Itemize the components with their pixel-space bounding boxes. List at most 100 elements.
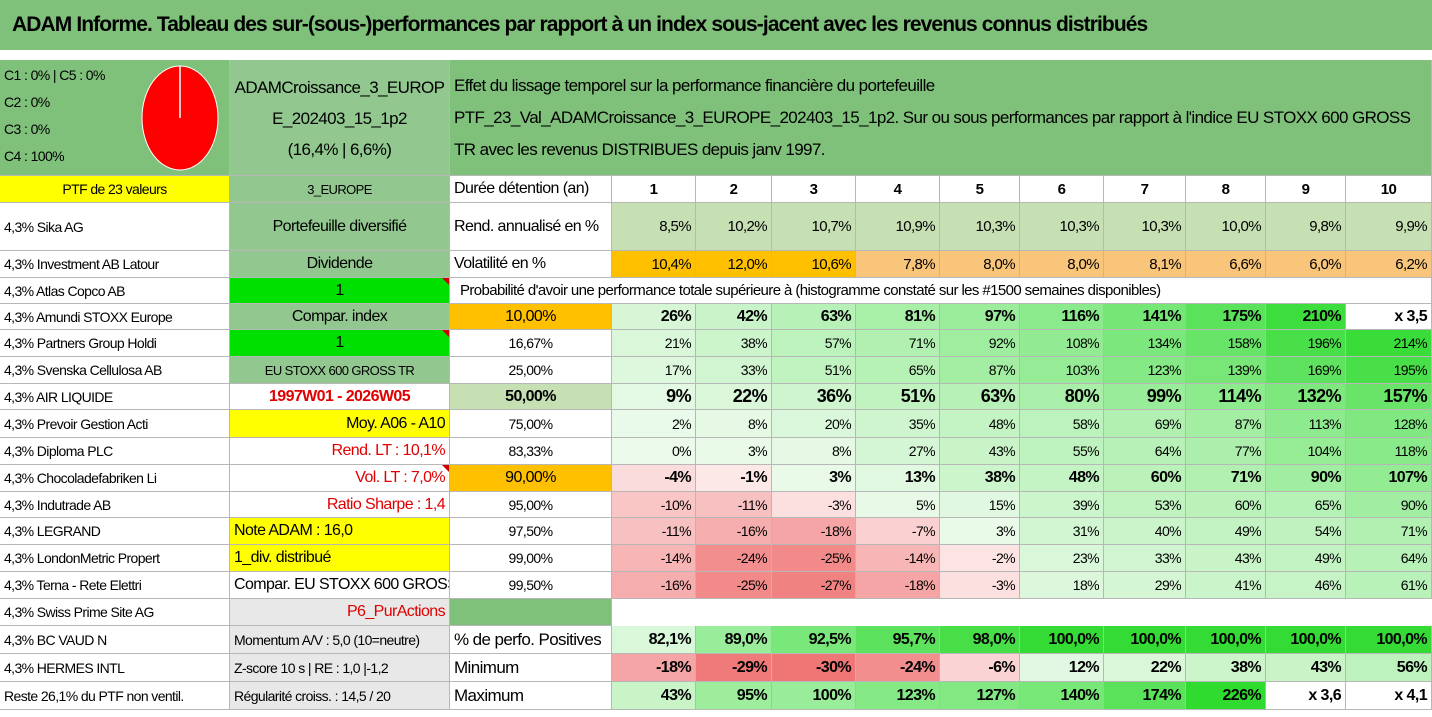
quantile-value: 35% (856, 410, 940, 438)
quantile-value: 108% (1020, 330, 1104, 357)
quantile-value: -14% (856, 545, 940, 572)
info-cell: Ratio Sharpe : 1,4 (230, 492, 450, 518)
quantile-value: 29% (1104, 572, 1186, 599)
years-label: Durée détention (an) (450, 176, 612, 203)
quantile-value: 63% (772, 304, 856, 330)
max-value: 123% (856, 682, 940, 710)
holding-row: 4,3% Partners Group Holdi (0, 330, 230, 357)
vol-label: Volatilité en % (450, 251, 612, 278)
report-title: ADAM Informe. Tableau des sur-(sous-)per… (0, 0, 1432, 54)
quantile-value: -7% (856, 518, 940, 545)
rend-value: 8,5% (612, 203, 696, 251)
rend-value: 10,0% (1186, 203, 1266, 251)
quantile-value: 64% (1104, 438, 1186, 465)
quantile-value: 2% (612, 410, 696, 438)
quantile-value: 13% (856, 465, 940, 492)
quantile-value: 196% (1266, 330, 1346, 357)
quantile-value: 0% (612, 438, 696, 465)
rend-value: 10,2% (696, 203, 772, 251)
quantile-value: 40% (1104, 518, 1186, 545)
quantile-value: 23% (1020, 545, 1104, 572)
pie-legend-line: C4 : 100% (4, 148, 65, 164)
pos-value: 82,1% (612, 626, 696, 654)
quantile-value: -4% (612, 465, 696, 492)
quantile-value: 20% (772, 410, 856, 438)
holding-row: 4,3% Svenska Cellulosa AB (0, 357, 230, 384)
quantile-value: 210% (1266, 304, 1346, 330)
quantile-value: 3% (772, 465, 856, 492)
year-header: 4 (856, 176, 940, 203)
quantile-value: 43% (1186, 545, 1266, 572)
quantile-value: 49% (1186, 518, 1266, 545)
portfolio-description-line: PTF_23_Val_ADAMCroissance_3_EUROPE_20240… (454, 108, 1411, 127)
quantile-value: 69% (1104, 410, 1186, 438)
quantile-value: 39% (1020, 492, 1104, 518)
quantile-value: 134% (1104, 330, 1186, 357)
pos-value: 98,0% (940, 626, 1020, 654)
vol-value: 10,4% (612, 251, 696, 278)
quantile-value: 53% (1104, 492, 1186, 518)
quantile-value: 90% (1346, 492, 1432, 518)
pos-value: 95,7% (856, 626, 940, 654)
quantile-value: 54% (1266, 518, 1346, 545)
quantile-label: 75,00% (450, 410, 612, 438)
quantile-label: 50,00% (450, 384, 612, 410)
pos-value: 100,0% (1020, 626, 1104, 654)
quantile-value: 90% (1266, 465, 1346, 492)
quantile-value: 195% (1346, 357, 1432, 384)
quantile-value: 97% (940, 304, 1020, 330)
holding-row: 4,3% Atlas Copco AB (0, 278, 230, 304)
quantile-value: 71% (856, 330, 940, 357)
quantile-value: 43% (940, 438, 1020, 465)
vol-value: 6,0% (1266, 251, 1346, 278)
max-label: Maximum (450, 682, 612, 710)
quantile-value: 33% (696, 357, 772, 384)
pos-label: % de perfo. Positives (450, 626, 612, 654)
quantile-value: x 3,5 (1346, 304, 1432, 330)
quantile-value: 42% (696, 304, 772, 330)
pie-chart (141, 65, 219, 171)
zone-label: 3_EUROPE (230, 176, 450, 203)
year-header: 2 (696, 176, 772, 203)
info-cell: P6_PurActions (230, 599, 450, 626)
quantile-value: 17% (612, 357, 696, 384)
quantile-label: 83,33% (450, 438, 612, 465)
quantile-value: 157% (1346, 384, 1432, 410)
quantile-value: -18% (772, 518, 856, 545)
info-cell: 1_div. distribué (230, 545, 450, 572)
quantile-value: 57% (772, 330, 856, 357)
max-value: 95% (696, 682, 772, 710)
quantile-value: 15% (940, 492, 1020, 518)
rend-value: 10,3% (1020, 203, 1104, 251)
quantile-value: 48% (940, 410, 1020, 438)
quantile-value: 139% (1186, 357, 1266, 384)
info-cell: 1 (230, 278, 450, 304)
quantile-value: 118% (1346, 438, 1432, 465)
quantile-value: 5% (856, 492, 940, 518)
quantile-value: 63% (940, 384, 1020, 410)
quantile-value: 87% (940, 357, 1020, 384)
max-value: 127% (940, 682, 1020, 710)
quantile-value: -14% (612, 545, 696, 572)
quantile-value: 3% (696, 438, 772, 465)
pos-value: 89,0% (696, 626, 772, 654)
pos-value: 92,5% (772, 626, 856, 654)
max-value: x 4,1 (1346, 682, 1432, 710)
quantile-value: -16% (696, 518, 772, 545)
min-value: -24% (856, 654, 940, 682)
quantile-value: 158% (1186, 330, 1266, 357)
holding-row: 4,3% AIR LIQUIDE (0, 384, 230, 410)
year-header: 5 (940, 176, 1020, 203)
year-header: 9 (1266, 176, 1346, 203)
quantile-value: 8% (772, 438, 856, 465)
pos-value: 100,0% (1104, 626, 1186, 654)
quantile-value: 8% (696, 410, 772, 438)
info-cell: Moy. A06 - A10 (230, 410, 450, 438)
rend-value: 9,9% (1346, 203, 1432, 251)
portfolio-description: Effet du lissage temporel sur la perform… (450, 60, 1432, 176)
min-label: Minimum (450, 654, 612, 682)
quantile-value: 51% (856, 384, 940, 410)
max-value: 43% (612, 682, 696, 710)
holding-row: 4,3% Investment AB Latour (0, 251, 230, 278)
quantile-value: -18% (856, 572, 940, 599)
